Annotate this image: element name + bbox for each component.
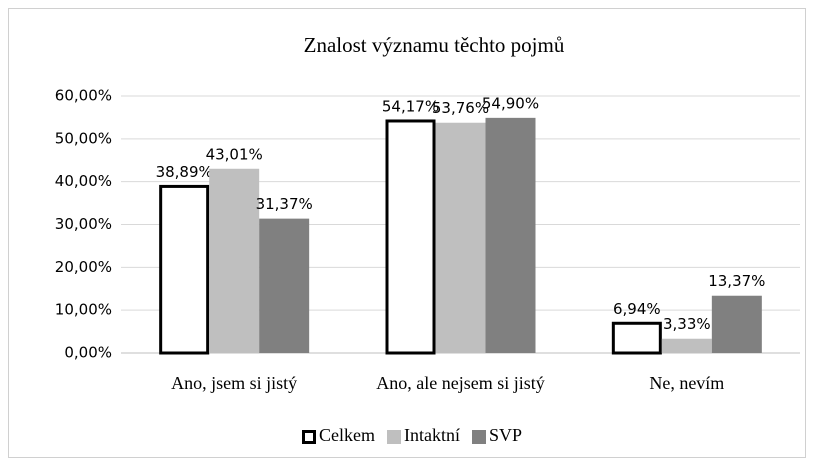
x-tick-label: Ano, ale nejsem si jistý <box>376 373 544 393</box>
legend-swatch <box>387 430 401 444</box>
y-tick-label: 60,00% <box>55 87 112 105</box>
bar <box>435 122 486 353</box>
bar <box>159 184 210 355</box>
bar <box>485 117 536 353</box>
bar <box>711 295 762 353</box>
value-label: 31,37% <box>256 195 313 213</box>
legend-swatch <box>302 430 316 444</box>
chart-title: Znalost významu těchto pojmů <box>304 33 565 57</box>
y-tick-label: 10,00% <box>55 301 112 319</box>
y-tick-label: 20,00% <box>55 258 112 276</box>
bar <box>385 119 436 355</box>
legend-label: Intaktní <box>404 425 460 445</box>
x-tick-label: Ano, jsem si jistý <box>171 373 297 393</box>
y-tick-label: 30,00% <box>55 215 112 233</box>
value-label: 53,76% <box>432 99 489 117</box>
legend-swatch <box>472 430 486 444</box>
value-label: 38,89% <box>156 163 213 181</box>
value-label: 13,37% <box>708 272 765 290</box>
legend-label: Celkem <box>319 425 375 445</box>
x-tick-label: Ne, nevím <box>649 373 724 393</box>
value-label: 6,94% <box>613 300 661 318</box>
bar <box>209 168 260 353</box>
value-label: 54,90% <box>482 94 539 112</box>
bar <box>611 321 662 355</box>
value-label: 43,01% <box>206 145 263 163</box>
y-tick-label: 50,00% <box>55 129 112 147</box>
value-label: 3,33% <box>663 315 711 333</box>
bar <box>661 338 712 353</box>
y-tick-label: 40,00% <box>55 172 112 190</box>
value-label: 54,17% <box>382 97 439 115</box>
legend-label: SVP <box>489 425 522 445</box>
y-tick-label: 0,00% <box>64 344 112 362</box>
bar <box>259 218 310 353</box>
